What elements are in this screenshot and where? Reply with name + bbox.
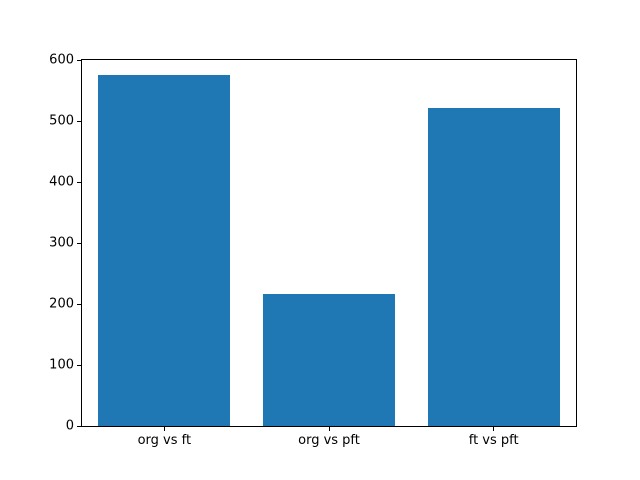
y-axis-tick-mark	[77, 120, 81, 122]
y-axis-tick-label: 300	[49, 235, 74, 251]
y-axis-tick-label: 0	[65, 418, 74, 434]
y-axis-tick-label: 400	[49, 174, 74, 190]
y-axis-tick-mark	[77, 425, 81, 427]
x-axis-tick-mark	[328, 427, 330, 431]
y-axis-tick-mark	[77, 181, 81, 183]
y-axis-tick-mark	[77, 364, 81, 366]
bar-org-vs-pft	[263, 294, 395, 426]
x-axis-tick-mark	[163, 427, 165, 431]
y-axis-tick-label: 200	[49, 296, 74, 312]
x-axis-tick-label: ft vs pft	[468, 433, 519, 448]
y-axis-tick-mark	[77, 59, 81, 61]
plot-area: 0 100 200 300 400 500 600 org vs ft org vs pft ft…	[49, 54, 577, 447]
y-axis-tick-label: 600	[49, 52, 74, 68]
x-axis-tick-label: org vs pft	[298, 433, 360, 448]
y-axis-tick-label: 500	[49, 113, 74, 129]
bar-ft-vs-pft	[427, 107, 560, 426]
x-axis-tick-mark	[493, 427, 495, 431]
y-axis-tick-mark	[77, 303, 81, 305]
x-axis-tick-label: org vs ft	[137, 433, 192, 448]
y-axis-tick-mark	[77, 242, 81, 244]
bar-org-vs-ft	[98, 75, 231, 426]
y-axis-tick-label: 100	[49, 357, 74, 373]
